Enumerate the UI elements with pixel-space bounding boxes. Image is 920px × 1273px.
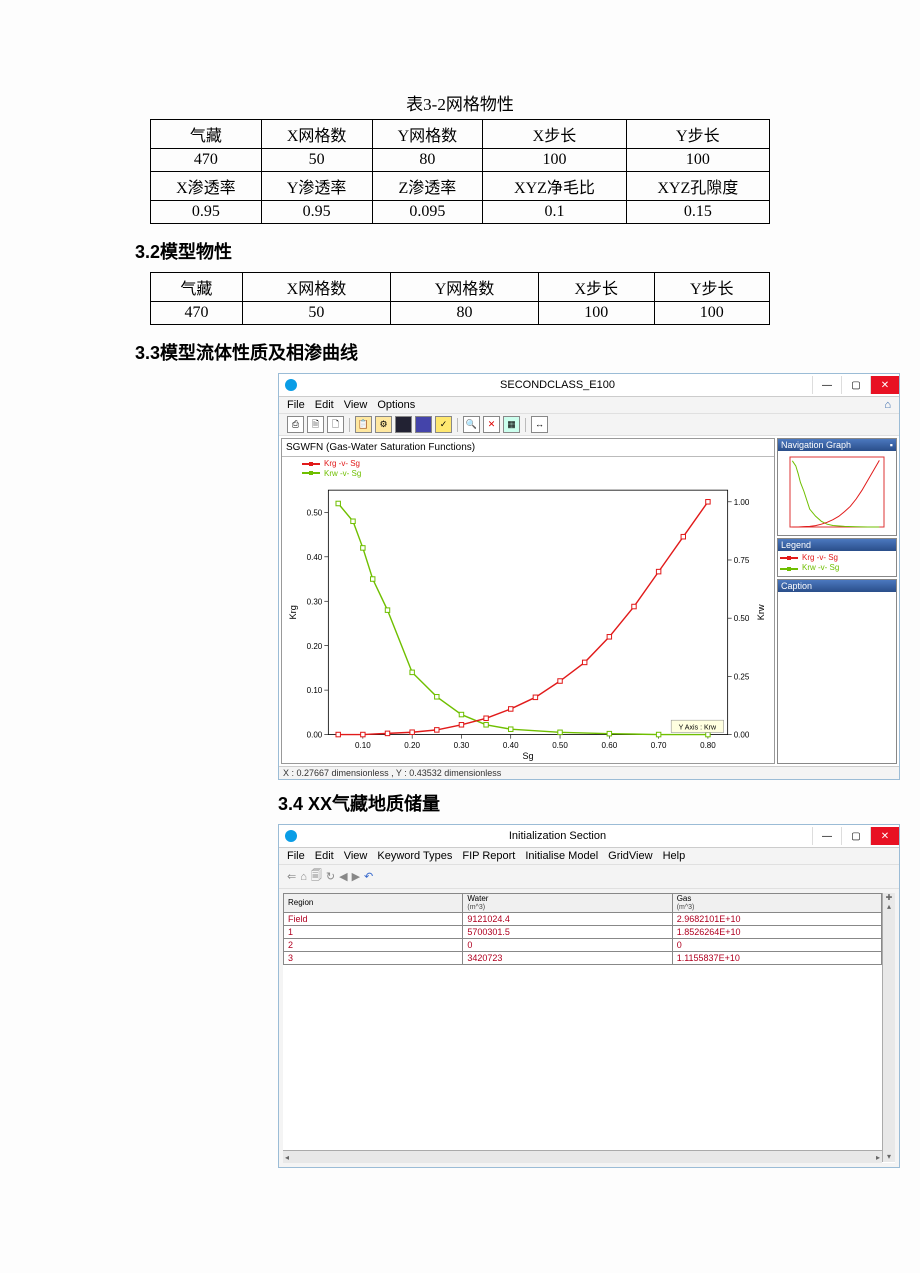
toolbar: ⎙ 🗎 🗋 📋 ⚙ ✓ 🔍 ✕ ▦ ↔ [279,414,899,436]
minimize-button[interactable]: — [812,827,841,845]
nav-prev-icon[interactable]: ◀ [339,870,347,883]
table-3-2: 气藏X网格数Y网格数X步长Y步长 4705080100100 X渗透率Y渗透率Z… [150,119,770,224]
svg-text:0.80: 0.80 [700,741,716,750]
home-icon[interactable]: ⌂ [884,399,891,411]
minimize-button[interactable]: — [812,376,841,394]
table-row[interactable]: 15700301.51.8526264E+10 [284,926,882,939]
check-icon[interactable]: ✓ [435,416,452,433]
expand-icon[interactable]: ↔ [531,416,548,433]
svg-text:0.70: 0.70 [651,741,667,750]
table-3-2-caption: 表3-2网格物性 [40,90,880,115]
section-3-3-heading: 3.3模型流体性质及相渗曲线 [135,339,880,365]
menu-options[interactable]: Options [377,399,415,411]
svg-text:0.30: 0.30 [454,741,470,750]
svg-text:0.60: 0.60 [601,741,617,750]
vertical-scrollbar[interactable]: ✚▴ [882,893,895,965]
print-icon[interactable]: ⎙ [287,416,304,433]
nav-back-icon[interactable]: ⇐ [287,870,296,883]
menu-view[interactable]: View [344,399,368,411]
svg-text:Krg: Krg [288,605,298,619]
menu-view[interactable]: View [344,850,368,862]
init-window: Initialization Section — ▢ ✕ File Edit V… [278,824,900,1168]
chart-title: SGWFN (Gas-Water Saturation Functions) [282,439,774,457]
legend-header: Legend [781,540,811,550]
svg-text:0.75: 0.75 [734,556,750,565]
menu-file[interactable]: File [287,850,305,862]
svg-text:0.40: 0.40 [307,553,323,562]
svg-text:0.40: 0.40 [503,741,519,750]
copy-icon[interactable]: 📋 [355,416,372,433]
menu-file[interactable]: File [287,399,305,411]
window-title: SECONDCLASS_E100 [303,379,812,391]
nav-next-icon[interactable]: ▶ [352,870,360,883]
chart-window: SECONDCLASS_E100 — ▢ ✕ File Edit View Op… [278,373,900,780]
app-icon [285,379,297,391]
svg-text:1.00: 1.00 [734,498,750,507]
status-bar: X : 0.27667 dimensionless , Y : 0.43532 … [279,766,899,779]
svg-text:0.50: 0.50 [552,741,568,750]
close-button[interactable]: ✕ [870,376,899,394]
svg-text:0.10: 0.10 [307,686,323,695]
cancel-icon[interactable]: ✕ [483,416,500,433]
menu-bar: File Edit View Keyword Types FIP Report … [279,848,899,865]
preview-icon[interactable]: 🗎 [307,416,324,433]
nav-graph-header: Navigation Graph [781,440,851,450]
tool-icon[interactable]: ⚙ [375,416,392,433]
nav-refresh-icon[interactable]: ↻ [326,870,335,883]
chart-legend: Krg -v- Sg Krw -v- Sg [282,457,774,480]
menu-fip-report[interactable]: FIP Report [462,850,515,862]
menu-bar: File Edit View Options ⌂ [279,397,899,414]
table-model: 气藏X网格数Y网格数X步长Y步长 4705080100100 [150,272,770,325]
menu-gridview[interactable]: GridView [608,850,652,862]
toolbar: ⇐ ⌂ 🗐 ↻ ◀ ▶ ↶ [279,865,899,889]
svg-text:0.00: 0.00 [307,731,323,740]
nav-thumbnail[interactable] [780,453,894,533]
svg-text:Krw: Krw [756,604,766,620]
window-title: Initialization Section [303,830,812,842]
svg-text:0.00: 0.00 [734,731,750,740]
menu-edit[interactable]: Edit [315,850,334,862]
vertical-scrollbar[interactable] [882,965,895,1150]
panel-toggle-icon[interactable]: ▪ [890,440,893,450]
menu-keyword-types[interactable]: Keyword Types [377,850,452,862]
app-icon [285,830,297,842]
rect-icon[interactable] [395,416,412,433]
maximize-button[interactable]: ▢ [841,376,870,394]
svg-text:0.50: 0.50 [734,614,750,623]
table-row[interactable]: Field9121024.42.9682101E+10 [284,913,882,926]
table-row[interactable]: 334207231.1155837E+10 [284,952,882,965]
zoom-icon[interactable]: 🔍 [463,416,480,433]
table-row[interactable]: 200 [284,939,882,952]
svg-text:Y Axis : Krw: Y Axis : Krw [679,724,717,732]
nav-copy-icon[interactable]: 🗐 [311,867,322,886]
menu-help[interactable]: Help [663,850,686,862]
svg-text:Sg: Sg [522,751,533,761]
svg-text:0.10: 0.10 [355,741,371,750]
nav-home-icon[interactable]: ⌂ [300,871,307,883]
fill-icon[interactable] [415,416,432,433]
section-3-4-heading: 3.4 XX气藏地质储量 [278,790,880,816]
svg-text:0.20: 0.20 [404,741,420,750]
svg-text:0.20: 0.20 [307,642,323,651]
caption-header: Caption [781,581,812,591]
svg-text:0.25: 0.25 [734,673,750,682]
chart-plot[interactable]: 0.10 0.20 0.30 0.40 0.50 0.60 0.70 0.80 Sg 0.00 0.… [286,484,770,761]
section-3-2-heading: 3.2模型物性 [135,238,880,264]
svg-text:0.30: 0.30 [307,597,323,606]
svg-text:0.50: 0.50 [307,509,323,518]
nav-undo-icon[interactable]: ↶ [364,870,373,883]
maximize-button[interactable]: ▢ [841,827,870,845]
menu-initialise-model[interactable]: Initialise Model [525,850,598,862]
nav-icon[interactable]: ▦ [503,416,520,433]
menu-edit[interactable]: Edit [315,399,334,411]
init-table: Region Water(m^3) Gas(m^3) Field9121024.… [283,893,882,965]
save-icon[interactable]: 🗋 [327,416,344,433]
close-button[interactable]: ✕ [870,827,899,845]
horizontal-scrollbar[interactable]: ◂▸ [283,1150,882,1163]
